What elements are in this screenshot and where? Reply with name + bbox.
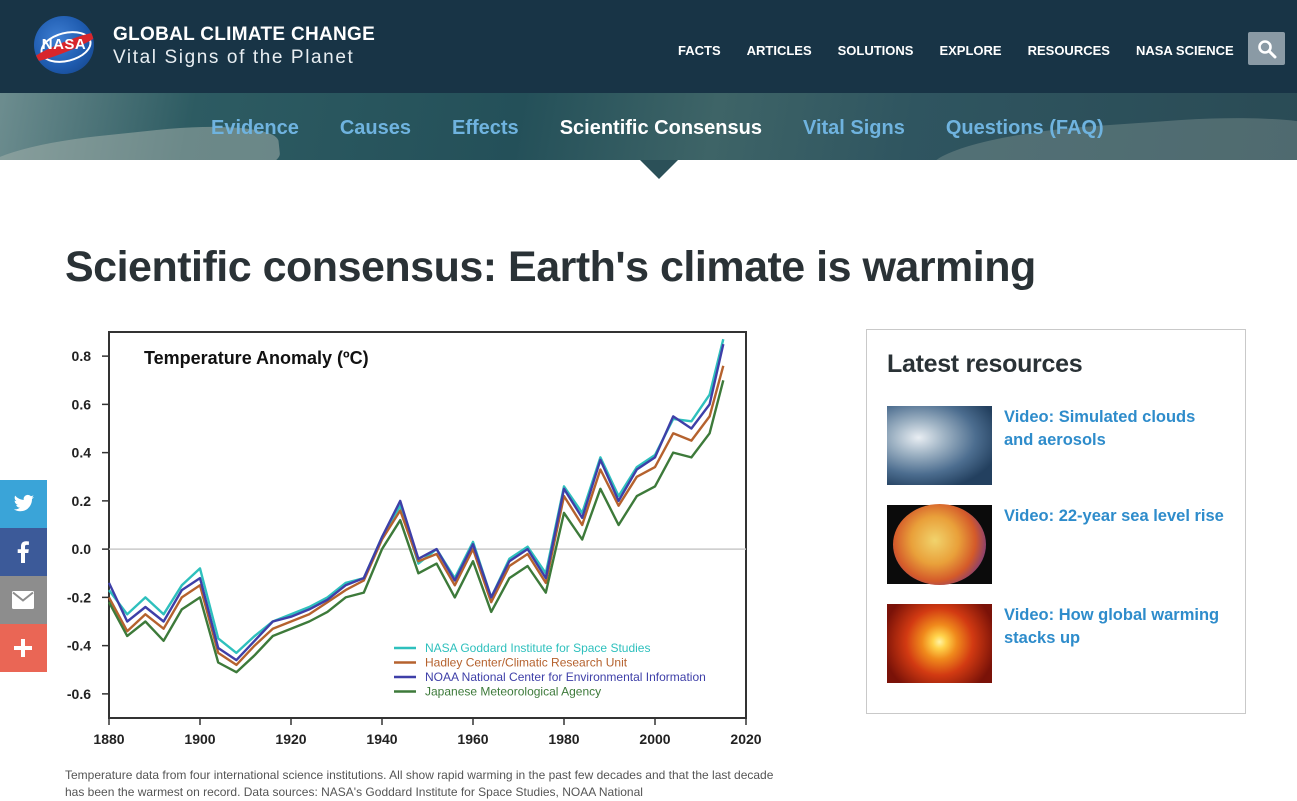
chart-title: Temperature Anomaly (ºC) — [144, 348, 369, 368]
nav-resources[interactable]: RESOURCES — [1027, 43, 1110, 58]
nav-articles[interactable]: ARTICLES — [746, 43, 812, 58]
nav-solutions[interactable]: SOLUTIONS — [837, 43, 914, 58]
site-subtitle: Vital Signs of the Planet — [113, 47, 355, 68]
legend-label: NOAA National Center for Environmental I… — [425, 670, 706, 684]
x-tick-label: 2020 — [730, 731, 761, 747]
sunset-thumbnail[interactable] — [887, 604, 992, 683]
active-tab-pointer — [640, 160, 678, 179]
resource-item-warming[interactable]: Video: How global warming stacks up — [887, 604, 1227, 684]
series-line-1 — [107, 365, 725, 667]
facebook-share-button[interactable] — [0, 528, 47, 576]
email-share-button[interactable] — [0, 576, 47, 624]
x-tick-label: 1880 — [93, 731, 124, 747]
sea-level-thumbnail[interactable] — [887, 504, 992, 585]
resources-heading: Latest resources — [887, 350, 1083, 378]
logo-text: NASA — [41, 36, 87, 53]
x-tick-label: 1960 — [457, 731, 488, 747]
nav-facts[interactable]: FACTS — [678, 43, 721, 58]
resource-item-clouds[interactable]: Video: Simulated clouds and aerosols — [887, 406, 1227, 486]
clouds-thumbnail[interactable] — [887, 406, 992, 485]
nav-explore[interactable]: EXPLORE — [939, 43, 1002, 58]
resource-title[interactable]: Video: 22-year sea level rise — [1004, 507, 1224, 525]
nasa-logo[interactable]: NASA — [34, 16, 94, 74]
legend-label: Hadley Center/Climatic Research Unit — [425, 656, 628, 670]
twitter-share-button[interactable] — [0, 480, 47, 528]
y-tick-label: -0.2 — [67, 589, 91, 605]
y-tick-label: -0.4 — [67, 638, 91, 654]
legend-label: Japanese Meteorological Agency — [425, 685, 601, 699]
search-button[interactable] — [1248, 32, 1285, 65]
nav-nasa-science[interactable]: NASA SCIENCE — [1135, 43, 1234, 58]
y-tick-label: -0.6 — [67, 686, 91, 702]
resource-item-sea-level[interactable]: Video: 22-year sea level rise — [887, 504, 1227, 585]
more-share-button[interactable] — [0, 624, 47, 672]
facebook-icon — [17, 541, 29, 563]
y-tick-label: 0.4 — [72, 445, 92, 461]
legend-label: NASA Goddard Institute for Space Studies — [425, 641, 650, 655]
temperature-anomaly-chart: 0.8 0.6 0.4 0.2 0.0 -0.2 -0.4 -0.6 1880 1900 1920… — [60, 325, 780, 765]
tab-faq[interactable]: Questions (FAQ) — [945, 117, 1104, 139]
resource-title[interactable]: Video: How global warming stacks up — [1004, 606, 1220, 647]
resource-title[interactable]: Video: Simulated clouds and aerosols — [1004, 408, 1196, 449]
x-tick-label: 2000 — [639, 731, 670, 747]
y-tick-label: 0.0 — [72, 541, 92, 557]
section-nav-items: Evidence Causes Effects Scientific Conse… — [211, 117, 1145, 140]
x-tick-label: 1900 — [184, 731, 215, 747]
tab-effects[interactable]: Effects — [451, 117, 519, 139]
chart-svg: 0.8 0.6 0.4 0.2 0.0 -0.2 -0.4 -0.6 1880 1900 1920… — [67, 331, 762, 747]
site-title[interactable]: GLOBAL CLIMATE CHANGE — [113, 24, 376, 45]
chart-caption: Temperature data from four international… — [65, 768, 774, 799]
x-tick-label: 1920 — [275, 731, 306, 747]
y-tick-label: 0.8 — [72, 348, 92, 364]
y-tick-label: 0.6 — [72, 396, 92, 412]
latest-resources-panel: Latest resources Video: Simulated clouds… — [866, 329, 1246, 714]
x-tick-label: 1940 — [366, 731, 397, 747]
email-icon — [12, 591, 34, 609]
tab-causes[interactable]: Causes — [339, 117, 411, 139]
twitter-icon — [13, 494, 35, 512]
series-line-3 — [107, 379, 725, 674]
search-icon — [1258, 40, 1277, 59]
y-tick-label: 0.2 — [72, 493, 92, 509]
series-line-2 — [107, 343, 725, 662]
top-nav: FACTS ARTICLES SOLUTIONS EXPLORE RESOURC… — [678, 43, 1260, 58]
x-tick-label: 1980 — [548, 731, 579, 747]
page-title: Scientific consensus: Earth's climate is… — [65, 243, 1036, 291]
tab-scientific-consensus[interactable]: Scientific Consensus — [559, 117, 762, 139]
section-nav: Evidence Causes Effects Scientific Conse… — [0, 93, 1297, 160]
plus-icon — [14, 639, 32, 657]
globe-graphic — [893, 504, 986, 585]
tab-vital-signs[interactable]: Vital Signs — [802, 117, 905, 139]
site-header: NASA GLOBAL CLIMATE CHANGE Vital Signs o… — [0, 0, 1297, 93]
series-line-0 — [108, 338, 725, 655]
tab-evidence[interactable]: Evidence — [211, 117, 299, 139]
